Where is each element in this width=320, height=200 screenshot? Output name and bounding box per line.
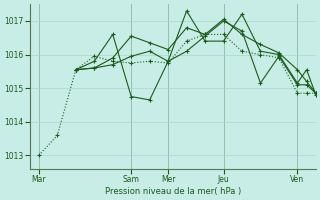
X-axis label: Pression niveau de la mer( hPa ): Pression niveau de la mer( hPa )	[105, 187, 241, 196]
